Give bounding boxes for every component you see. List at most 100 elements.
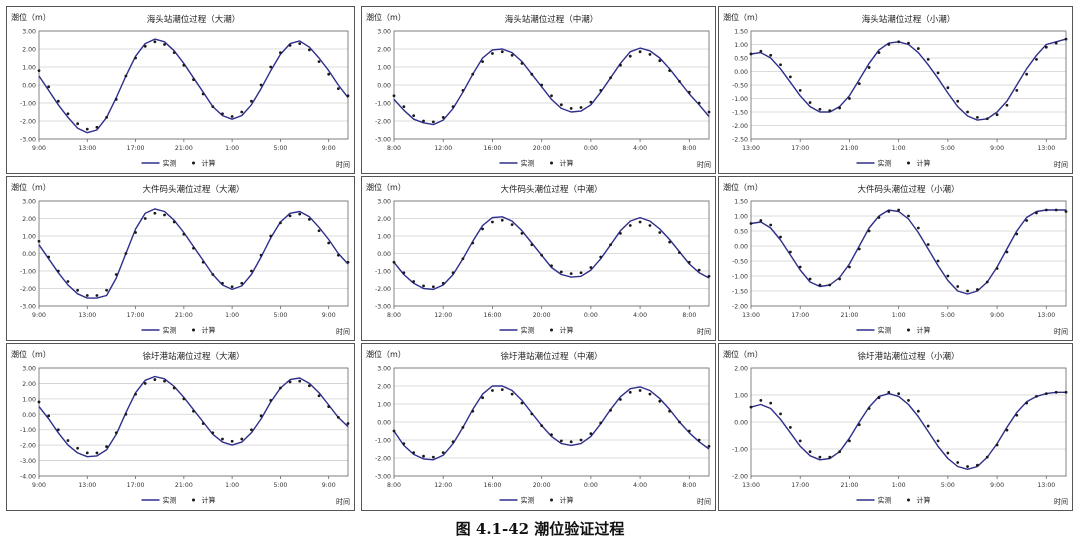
x-tick-label: 4:00 [633, 482, 647, 489]
y-tick-label: 3.00 [22, 29, 36, 36]
data-point-computed [769, 401, 773, 405]
data-point-computed [451, 440, 455, 444]
x-tick-label: 8:00 [387, 482, 401, 489]
data-point-computed [66, 112, 70, 116]
data-point-computed [956, 99, 960, 103]
chart-title: 徐圩港站潮位过程（中潮） [500, 351, 602, 362]
y-axis-label: 潮位（m） [11, 12, 51, 22]
data-point-computed [877, 216, 881, 219]
data-point-computed [1015, 413, 1019, 417]
legend-label-computed: 计算 [917, 496, 931, 505]
data-point-computed [163, 43, 166, 46]
data-point-computed [828, 283, 832, 287]
x-tick-label: 5:00 [941, 145, 955, 152]
data-point-computed [134, 392, 137, 396]
x-tick-label: 17:00 [127, 145, 145, 152]
data-point-computed [461, 257, 465, 261]
legend-label-computed: 计算 [202, 326, 216, 335]
x-tick-label: 13:00 [1037, 145, 1055, 152]
data-point-computed [867, 407, 871, 410]
data-point-computed [192, 78, 195, 81]
data-point-computed [85, 451, 89, 455]
data-point-computed [114, 98, 118, 101]
chart-title: 海头站潮位过程（中潮） [505, 14, 599, 25]
legend-label-computed: 计算 [202, 159, 216, 168]
x-tick-label: 12:00 [434, 312, 452, 319]
data-point-computed [85, 127, 89, 131]
data-point-computed [392, 260, 396, 264]
y-axis-label: 潮位（m） [723, 349, 763, 359]
data-point-computed [887, 43, 891, 46]
x-tick-label: 8:00 [387, 145, 401, 152]
x-tick-label: 5:00 [273, 145, 287, 152]
x-tick-label: 0:00 [584, 312, 598, 319]
data-point-computed [867, 229, 871, 233]
x-axis-label: 时间 [336, 497, 350, 506]
x-tick-label: 20:00 [533, 145, 551, 152]
data-point-computed [887, 210, 891, 213]
y-tick-label: -3.00 [375, 474, 391, 481]
y-tick-label: -1.00 [375, 269, 391, 276]
plot-frame [38, 200, 349, 307]
data-point-computed [599, 421, 603, 425]
data-point-computed [857, 82, 861, 86]
data-point-computed [788, 75, 792, 79]
data-point-computed [1035, 394, 1038, 398]
data-point-computed [279, 51, 282, 54]
data-point-computed [491, 52, 494, 55]
data-point-computed [976, 116, 979, 119]
data-point-computed [510, 392, 514, 396]
data-point-computed [250, 99, 253, 103]
data-point-computed [422, 284, 425, 288]
data-point-computed [808, 101, 812, 104]
x-tick-label: 9:00 [32, 312, 46, 319]
y-axis-label: 潮位（m） [366, 182, 406, 192]
data-point-computed [37, 400, 41, 404]
chart-panel-5: 大件码头潮位过程（中潮） 潮位（m） 3.00 2.00 1.00 0.00 -1.00 -2… [361, 176, 716, 341]
data-point-computed [211, 105, 215, 108]
data-point-computed [579, 438, 583, 442]
data-point-computed [124, 252, 128, 255]
y-tick-label: -2.00 [20, 119, 36, 126]
data-point-computed [412, 451, 416, 454]
chart-panel-7: 徐圩港站潮位过程（大潮） 潮位（m） 3.00 2.00 1.00 0.00 -1.00 -2… [6, 343, 355, 511]
data-point-computed [211, 431, 215, 435]
x-tick-label: 9:00 [322, 312, 336, 319]
data-point-computed [818, 107, 822, 111]
data-point-computed [857, 423, 861, 427]
data-point-computed [926, 424, 930, 428]
data-point-computed [143, 44, 147, 48]
data-point-computed [392, 429, 396, 433]
data-point-computed [907, 399, 910, 402]
data-point-computed [221, 281, 224, 285]
legend-label-measured: 实测 [521, 326, 535, 335]
data-point-computed [559, 103, 563, 107]
x-tick-label: 8:00 [682, 145, 696, 152]
plot-frame [393, 200, 710, 307]
data-point-computed [916, 226, 920, 230]
legend-point-swatch [550, 328, 553, 332]
y-tick-label: -2.00 [375, 456, 391, 463]
data-point-computed [422, 119, 425, 123]
data-point-computed [269, 65, 273, 69]
data-point-computed [995, 113, 999, 117]
data-point-computed [402, 271, 406, 275]
chart-svg: 海头站潮位过程（大潮） 潮位（m） 3.00 2.00 1.00 0.00 -1.00 -2.… [11, 12, 350, 169]
data-point-computed [1054, 41, 1058, 45]
data-point-computed [250, 269, 253, 273]
x-tick-label: 13:00 [78, 312, 96, 319]
data-point-computed [412, 114, 416, 117]
y-tick-label: 1.00 [22, 234, 36, 241]
data-point-computed [1035, 211, 1038, 215]
data-point-computed [124, 74, 128, 78]
data-point-computed [658, 59, 662, 63]
data-point-computed [182, 397, 186, 401]
y-tick-label: 0.00 [377, 251, 391, 258]
plot-frame [750, 367, 1067, 477]
data-point-computed [1044, 45, 1048, 49]
x-tick-label: 13:00 [1037, 482, 1055, 489]
y-tick-label: 0.00 [734, 420, 748, 427]
series-line-measured [750, 38, 1067, 121]
data-point-computed [687, 90, 691, 94]
data-point-computed [540, 83, 544, 87]
